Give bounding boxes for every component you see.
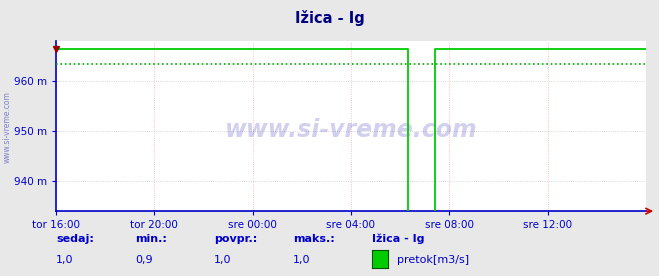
Text: min.:: min.: xyxy=(135,234,167,244)
Text: 1,0: 1,0 xyxy=(293,255,311,265)
Text: 1,0: 1,0 xyxy=(56,255,74,265)
Text: Ižica - Ig: Ižica - Ig xyxy=(372,234,425,244)
Text: pretok[m3/s]: pretok[m3/s] xyxy=(397,255,469,265)
Text: 0,9: 0,9 xyxy=(135,255,153,265)
Text: povpr.:: povpr.: xyxy=(214,234,258,244)
Text: www.si-vreme.com: www.si-vreme.com xyxy=(225,118,477,142)
Text: maks.:: maks.: xyxy=(293,234,335,244)
Text: 1,0: 1,0 xyxy=(214,255,232,265)
Text: www.si-vreme.com: www.si-vreme.com xyxy=(3,91,12,163)
Text: sedaj:: sedaj: xyxy=(56,234,94,244)
Text: Ižica - Ig: Ižica - Ig xyxy=(295,10,364,26)
